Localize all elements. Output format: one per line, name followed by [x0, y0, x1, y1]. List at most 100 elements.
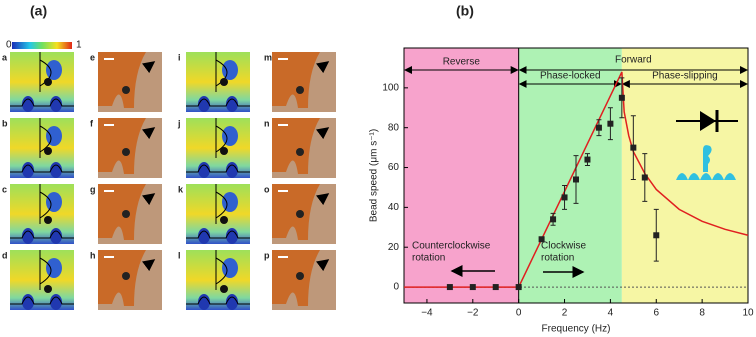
field-blob: [46, 60, 62, 80]
image-tile: a: [2, 52, 74, 112]
region-label: Phase-locked: [540, 71, 601, 82]
span-label: Forward: [615, 55, 652, 66]
bead: [44, 78, 52, 86]
direction-arrow: [142, 127, 156, 140]
tile-letter: o: [264, 184, 270, 194]
image-tile: c: [2, 184, 74, 244]
x-tick-label: 6: [653, 308, 659, 319]
tile-letter: c: [2, 184, 7, 194]
scale-bar: [104, 190, 114, 192]
x-tick-label: 8: [699, 308, 705, 319]
image-tile: i: [178, 52, 250, 112]
direction-arrow: [316, 193, 330, 206]
tile-bg: [186, 52, 250, 112]
field-blob: [46, 126, 62, 146]
image-tile: k: [178, 184, 250, 244]
tile-bg: [10, 118, 74, 178]
field-blob: [46, 192, 62, 212]
image-tile: m: [264, 52, 336, 112]
tile-letter: i: [178, 52, 181, 62]
data-point: [446, 284, 453, 291]
image-tile: l: [178, 250, 250, 310]
bead: [296, 86, 304, 94]
bead: [122, 272, 130, 280]
image-tile: b: [2, 118, 74, 178]
image-panels: a b c d e f g h i j k l m n o p: [2, 52, 336, 310]
outline: [10, 250, 74, 305]
plot-frame: [403, 47, 749, 304]
bead: [220, 78, 228, 86]
tile-bg: [186, 184, 250, 244]
region: [404, 48, 519, 303]
panel-label: (b): [456, 3, 474, 19]
image-tile: j: [177, 118, 250, 178]
data-point: [618, 94, 625, 101]
x-tick-label: 4: [608, 308, 614, 319]
data-point: [573, 176, 579, 183]
field-blob: [22, 162, 34, 178]
field-blob: [198, 294, 210, 310]
direction-arrow: [142, 193, 156, 206]
tile-letter: b: [2, 118, 8, 128]
region-label: Phase-slipping: [652, 71, 718, 82]
bead: [122, 148, 130, 156]
bead: [296, 148, 304, 156]
field-blob: [222, 60, 238, 80]
tile-letter: f: [90, 118, 94, 128]
annotation: rotation: [541, 253, 574, 264]
tile-bg: [10, 250, 74, 310]
tile-letter: l: [178, 250, 181, 260]
field-blob: [226, 228, 238, 244]
y-tick-label: 0: [393, 282, 399, 293]
data-point: [469, 284, 476, 291]
image-tile: e: [90, 52, 162, 112]
outline: [186, 250, 250, 305]
bead: [296, 272, 304, 280]
field-blob: [222, 192, 238, 212]
data-point: [515, 284, 522, 291]
data-point: [538, 236, 545, 243]
tile-letter: n: [264, 118, 270, 128]
tile-bg: [186, 250, 250, 310]
direction-arrow: [316, 259, 330, 272]
tile-bg: [10, 52, 74, 112]
tile-letter: p: [264, 250, 270, 260]
region-label: Reverse: [443, 57, 481, 68]
scale-bar: [278, 124, 288, 126]
tile-bg: [186, 118, 250, 178]
scale-bar: [278, 190, 288, 192]
y-axis-label: Bead speed (μm s⁻¹): [369, 129, 380, 222]
data-point: [653, 232, 660, 239]
y-tick-label: 100: [382, 82, 399, 93]
y-tick-label: 60: [388, 162, 400, 173]
data-point: [584, 156, 591, 163]
bead-icon: [703, 145, 712, 172]
field-blob: [226, 294, 238, 310]
tile-letter: a: [2, 52, 8, 62]
field-blob: [22, 96, 34, 112]
field-blob: [226, 162, 238, 178]
field-blob: [222, 126, 238, 146]
bead: [220, 216, 228, 224]
bead: [296, 210, 304, 218]
field-blob: [22, 294, 34, 310]
x-tick-label: −2: [467, 308, 479, 319]
direction-arrow: [142, 61, 156, 74]
tile-letter: m: [264, 52, 272, 62]
image-tile: g: [90, 184, 162, 244]
annotation: Counterclockwise: [412, 241, 491, 252]
chart: Reverse Phase-locked Phase-slippingForward…: [369, 47, 754, 335]
tile-letter: e: [90, 52, 95, 62]
direction-arrow: [316, 127, 330, 140]
outline: [186, 52, 250, 107]
scale-bar: [104, 124, 114, 126]
x-tick-label: −4: [421, 308, 433, 319]
scale-bar: [104, 58, 114, 60]
model-curve: [404, 71, 749, 288]
y-tick-label: 40: [388, 202, 400, 213]
bead: [220, 147, 228, 155]
x-tick-label: 10: [742, 308, 754, 319]
data-point: [630, 144, 637, 151]
field-blob: [50, 228, 62, 244]
data-point: [595, 124, 602, 131]
